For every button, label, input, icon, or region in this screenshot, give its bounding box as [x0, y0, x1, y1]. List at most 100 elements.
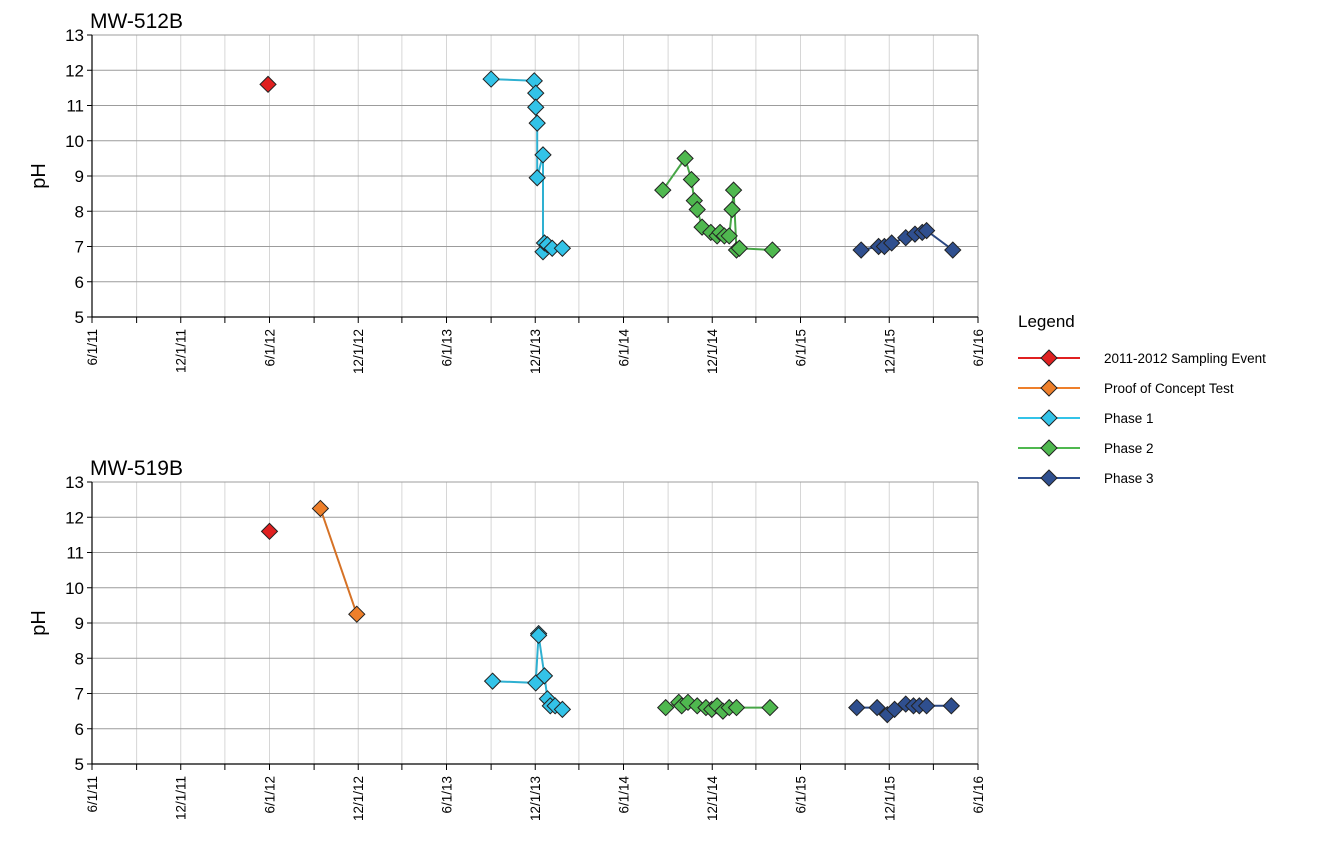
data-point [260, 522, 279, 541]
legend-item: Phase 3 [1018, 469, 1154, 487]
legend-marker [1040, 439, 1058, 457]
legend-marker [1040, 379, 1058, 397]
x-tick-label: 12/1/12 [351, 776, 366, 821]
data-point [259, 75, 277, 94]
x-tick-label: 6/1/16 [971, 776, 986, 814]
x-tick-label: 12/1/15 [882, 329, 897, 374]
y-tick-label: 11 [66, 97, 84, 116]
legend-item: Phase 2 [1018, 439, 1154, 457]
x-tick-label: 6/1/12 [262, 329, 277, 367]
data-point [528, 169, 546, 187]
x-tick-label: 12/1/13 [528, 329, 543, 374]
y-tick-label: 6 [75, 720, 84, 739]
x-tick-label: 6/1/13 [439, 776, 454, 814]
x-tick-label: 6/1/11 [85, 776, 100, 813]
x-tick-label: 12/1/11 [174, 329, 189, 373]
series-2011-2012-sampling-event [259, 75, 277, 94]
data-point [553, 700, 572, 719]
x-tick-label: 12/1/15 [882, 776, 897, 821]
data-point [553, 239, 572, 257]
series-phase-1 [483, 624, 572, 719]
legend-label: Phase 1 [1104, 411, 1154, 426]
data-point [679, 693, 697, 712]
legend-label: Phase 3 [1104, 471, 1154, 486]
data-point [348, 605, 366, 623]
series-proof-of-concept-test [311, 499, 366, 623]
y-tick-label: 11 [66, 544, 84, 563]
x-tick-label: 6/1/12 [262, 776, 277, 814]
y-tick-label: 7 [75, 238, 84, 257]
y-tick-label: 10 [65, 132, 84, 151]
legend: Legend 2011-2012 Sampling Event Proof of C… [1018, 312, 1266, 487]
y-tick-label: 13 [65, 26, 84, 45]
y-tick-label: 13 [65, 473, 84, 492]
data-point [676, 149, 694, 168]
data-point [917, 697, 936, 715]
data-point [917, 221, 936, 240]
data-point [527, 98, 545, 116]
series-2011-2012-sampling-event [260, 522, 279, 541]
y-tick-label: 8 [75, 202, 84, 221]
data-point [311, 499, 330, 518]
x-tick-label: 12/1/12 [351, 329, 366, 374]
y-tick-label: 5 [75, 755, 84, 774]
data-point [852, 241, 870, 259]
data-point [688, 200, 706, 219]
y-tick-label: 7 [75, 685, 84, 704]
x-tick-label: 6/1/16 [971, 329, 986, 367]
x-tick-label: 12/1/11 [174, 776, 189, 820]
data-point [528, 114, 546, 132]
data-point [656, 698, 675, 717]
x-tick-label: 6/1/15 [794, 776, 809, 814]
y-tick-label: 9 [75, 167, 84, 186]
data-point [482, 70, 500, 88]
chart-title: MW-519B [90, 457, 183, 480]
series-line [319, 508, 358, 615]
data-point [763, 241, 782, 259]
series-phase-2 [654, 149, 782, 259]
x-tick-label: 12/1/14 [705, 329, 720, 375]
y-tick-label: 10 [65, 579, 84, 598]
chart-title: MW-512B [90, 10, 183, 33]
data-point [868, 698, 886, 717]
y-tick-label: 8 [75, 649, 84, 668]
data-point [693, 218, 711, 236]
y-tick-label: 12 [65, 61, 84, 80]
data-point [483, 672, 502, 690]
data-point [723, 200, 741, 219]
legend-item: Phase 1 [1018, 409, 1154, 427]
data-point [535, 667, 554, 685]
legend-label: Phase 2 [1104, 441, 1154, 456]
data-point [730, 239, 749, 257]
data-point [724, 181, 743, 199]
x-tick-label: 6/1/15 [794, 329, 809, 367]
legend-marker [1040, 349, 1058, 367]
data-point [882, 234, 901, 252]
chart-1: 5 6 7 8 9 10 11 12 13 6/1/11 12/1/11 6/1/12 12/1/12 6… [28, 457, 986, 821]
data-point [727, 698, 746, 717]
data-point [720, 227, 738, 245]
series-phase-3 [848, 695, 961, 724]
x-tick-label: 12/1/13 [528, 776, 543, 821]
legend-item: Proof of Concept Test [1018, 379, 1234, 397]
legend-marker [1040, 469, 1058, 487]
y-axis-title: pH [28, 610, 50, 636]
series-phase-3 [852, 221, 962, 259]
data-point [534, 146, 552, 164]
legend-label: Proof of Concept Test [1104, 381, 1234, 396]
series-phase-1 [482, 70, 572, 261]
chart-0: 5 6 7 8 9 10 11 12 13 6/1/11 12/1/11 6/1/12 12/1/12 6… [28, 10, 986, 374]
y-axis-title: pH [28, 163, 50, 189]
data-point [654, 181, 672, 199]
legend-item: 2011-2012 Sampling Event [1018, 349, 1266, 367]
legend-title: Legend [1018, 312, 1075, 331]
y-tick-label: 6 [75, 273, 84, 292]
data-point [944, 241, 962, 259]
data-point [682, 170, 701, 189]
x-tick-label: 12/1/14 [705, 776, 720, 822]
x-tick-label: 6/1/11 [85, 329, 100, 366]
legend-label: 2011-2012 Sampling Event [1104, 351, 1266, 366]
y-tick-label: 9 [75, 614, 84, 633]
data-point [761, 698, 779, 717]
